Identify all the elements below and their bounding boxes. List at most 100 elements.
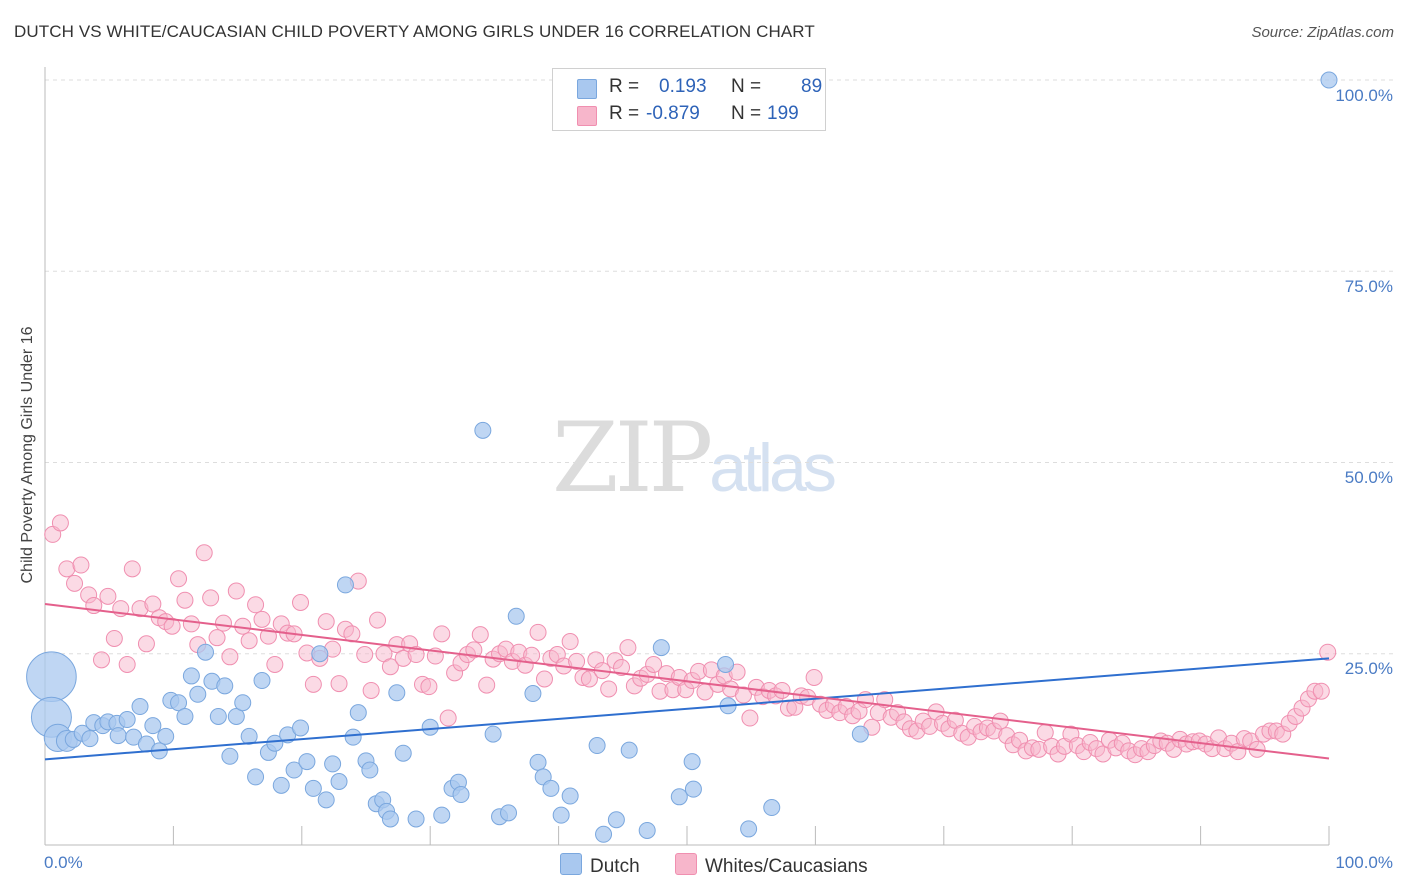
watermark-zip: ZIP bbox=[552, 402, 713, 514]
dutch-point bbox=[311, 645, 329, 663]
legend-swatch-dutch bbox=[577, 79, 597, 99]
white-point bbox=[805, 668, 823, 686]
y-tick-label: 25.0% bbox=[1344, 659, 1393, 678]
white-point bbox=[163, 617, 181, 635]
dutch-point bbox=[717, 655, 735, 673]
white-point bbox=[304, 675, 322, 693]
dutch-point bbox=[474, 421, 492, 439]
dutch-point bbox=[361, 761, 379, 779]
white-point bbox=[381, 658, 399, 676]
dutch-point bbox=[407, 810, 425, 828]
white-point bbox=[600, 680, 618, 698]
dutch-point bbox=[336, 576, 354, 594]
dutch-point bbox=[500, 804, 518, 822]
x-tick-label: 100.0% bbox=[1335, 853, 1393, 872]
white-point bbox=[99, 587, 117, 605]
dutch-point bbox=[344, 728, 362, 746]
dutch-point bbox=[507, 607, 525, 625]
white-point bbox=[433, 625, 451, 643]
dutch-point bbox=[170, 694, 188, 712]
dutch-point bbox=[421, 718, 439, 736]
white-point bbox=[1312, 682, 1330, 700]
white-point bbox=[118, 655, 136, 673]
dutch-point bbox=[484, 725, 502, 743]
dutch-point bbox=[216, 677, 234, 695]
dutch-point bbox=[109, 727, 127, 745]
white-point bbox=[561, 633, 579, 651]
legend-n-value: 89 bbox=[801, 76, 823, 97]
dutch-point bbox=[542, 779, 560, 797]
white-point bbox=[369, 611, 387, 629]
dutch-trend-line bbox=[44, 657, 1330, 761]
white-point bbox=[529, 623, 547, 641]
white-point bbox=[253, 610, 271, 628]
dutch-point bbox=[607, 811, 625, 829]
watermark-atlas: atlas bbox=[709, 430, 837, 506]
white-point bbox=[247, 596, 265, 614]
dutch-point bbox=[381, 810, 399, 828]
legend-r-value: -0.879 bbox=[646, 103, 700, 124]
x-tick-label: 0.0% bbox=[44, 853, 83, 872]
white-point bbox=[535, 670, 553, 688]
dutch-point bbox=[272, 776, 290, 794]
white-point bbox=[330, 675, 348, 693]
white-point bbox=[613, 659, 631, 677]
legend-r-label: R = bbox=[609, 103, 640, 124]
white-point bbox=[420, 678, 438, 696]
source-credit: Source: ZipAtlas.com bbox=[1251, 24, 1394, 41]
dutch-point bbox=[81, 730, 99, 748]
dutch-point bbox=[595, 825, 613, 843]
white-point bbox=[137, 635, 155, 653]
white-point bbox=[734, 686, 752, 704]
dutch-point bbox=[452, 786, 470, 804]
dutch-point bbox=[157, 727, 175, 745]
dutch-point bbox=[851, 725, 869, 743]
dutch-point bbox=[26, 651, 77, 703]
dutch-point bbox=[197, 643, 214, 661]
dutch-point bbox=[292, 719, 310, 737]
dutch-point bbox=[1320, 71, 1338, 89]
dutch-point bbox=[176, 707, 194, 725]
white-point bbox=[478, 676, 496, 694]
dutch-point bbox=[182, 667, 200, 685]
white-point bbox=[619, 639, 637, 657]
white-point bbox=[991, 712, 1009, 730]
white-point bbox=[773, 681, 791, 699]
legend-swatch-white bbox=[577, 106, 597, 126]
legend-n-value: 199 bbox=[767, 103, 799, 124]
dutch-point bbox=[684, 780, 702, 798]
white-point bbox=[144, 595, 162, 613]
dutch-point bbox=[349, 704, 367, 722]
white-point bbox=[407, 646, 425, 664]
white-point bbox=[58, 560, 76, 578]
white-point bbox=[292, 593, 310, 611]
white-point bbox=[356, 646, 374, 664]
dutch-point bbox=[285, 761, 303, 779]
stats-legend: R = 0.193 N = 89 R = -0.879 N = 199 bbox=[552, 68, 826, 131]
dutch-point bbox=[433, 806, 451, 824]
dutch-point bbox=[330, 773, 348, 791]
legend-item-white: Whites/Caucasians bbox=[675, 853, 868, 878]
dutch-point bbox=[388, 684, 406, 702]
white-point bbox=[92, 651, 110, 669]
dutch-point bbox=[561, 787, 579, 805]
dutch-point bbox=[234, 694, 252, 712]
dutch-point bbox=[144, 717, 162, 735]
white-point bbox=[66, 574, 84, 592]
white-point bbox=[266, 655, 284, 673]
dutch-point bbox=[240, 727, 258, 745]
dutch-point bbox=[683, 753, 701, 771]
white-point bbox=[202, 589, 220, 607]
dutch-point bbox=[227, 707, 245, 725]
white-point bbox=[221, 648, 239, 666]
white-point bbox=[227, 582, 245, 600]
dutch-point bbox=[652, 639, 670, 657]
legend-item-dutch: Dutch bbox=[560, 853, 640, 878]
dutch-point bbox=[247, 768, 265, 786]
white-point bbox=[317, 613, 335, 631]
white-point bbox=[51, 514, 69, 532]
legend-swatch-dutch bbox=[560, 853, 582, 875]
white-point bbox=[1319, 643, 1337, 661]
white-point bbox=[182, 615, 200, 633]
